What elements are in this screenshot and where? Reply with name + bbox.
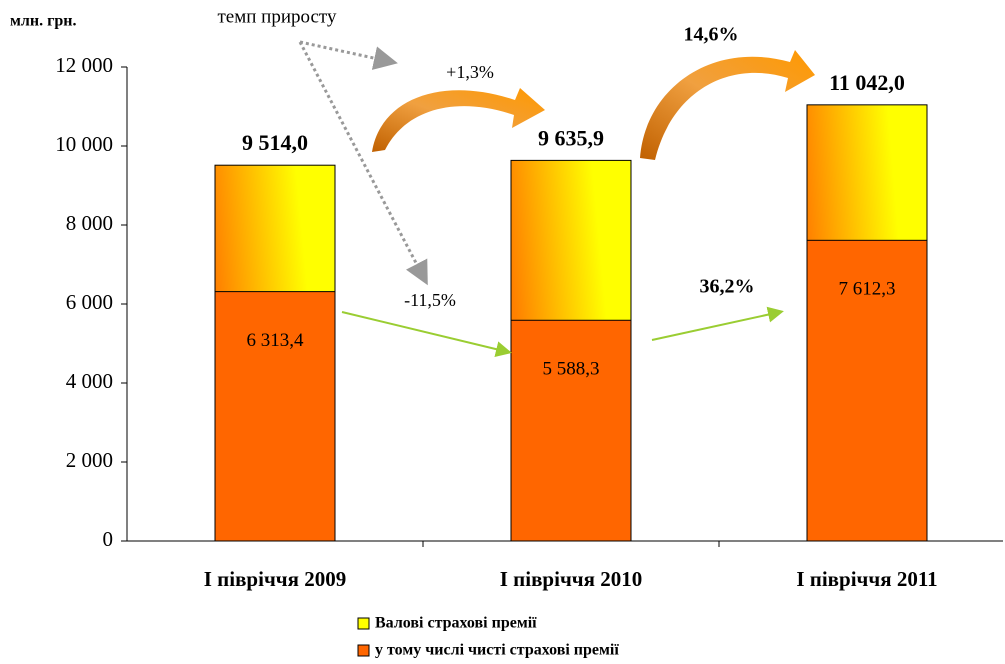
value-label: 9 635,9 [538, 125, 604, 150]
annotation: 36,2% [700, 276, 755, 298]
value-label: 9 514,0 [242, 130, 308, 155]
x-tick-label: І півріччя 2010 [500, 567, 643, 591]
annotation: 14,6% [684, 24, 739, 46]
legend-swatch [357, 644, 370, 657]
y-tick-label: 0 [103, 527, 114, 551]
plot: 0 2 000 4 000 6 000 8 000 10 000 12 000 І піврі… [55, 53, 1003, 591]
legend-label: Валові страхові премії [375, 615, 537, 632]
legend: Валові страхові премії у тому числі чисті… [357, 615, 619, 659]
legend-label: у тому числі чисті страхові премії [375, 642, 619, 659]
annotation: +1,3% [446, 62, 494, 82]
y-tick-label: 12 000 [55, 53, 113, 77]
value-label: 5 588,3 [543, 359, 600, 380]
unit-label: млн. грн. [10, 13, 76, 30]
y-tick-label: 4 000 [66, 369, 113, 393]
annotation: темп приросту [218, 6, 337, 27]
bar [806, 239, 928, 542]
legend-swatch [357, 617, 370, 630]
value-label: 11 042,0 [829, 70, 905, 95]
y-tick-label: 8 000 [66, 211, 113, 235]
bar [214, 291, 336, 542]
y-tick-label: 10 000 [55, 132, 113, 156]
annotation: -11,5% [404, 290, 456, 310]
y-tick-label: 6 000 [66, 290, 113, 314]
x-tick-label: І півріччя 2009 [204, 567, 347, 591]
value-label: 6 313,4 [247, 330, 305, 351]
bar [510, 319, 632, 542]
value-label: 7 612,3 [839, 279, 896, 300]
decor-arrows [298, 40, 815, 357]
y-tick-label: 2 000 [66, 448, 113, 472]
x-tick-label: І півріччя 2011 [796, 567, 937, 591]
